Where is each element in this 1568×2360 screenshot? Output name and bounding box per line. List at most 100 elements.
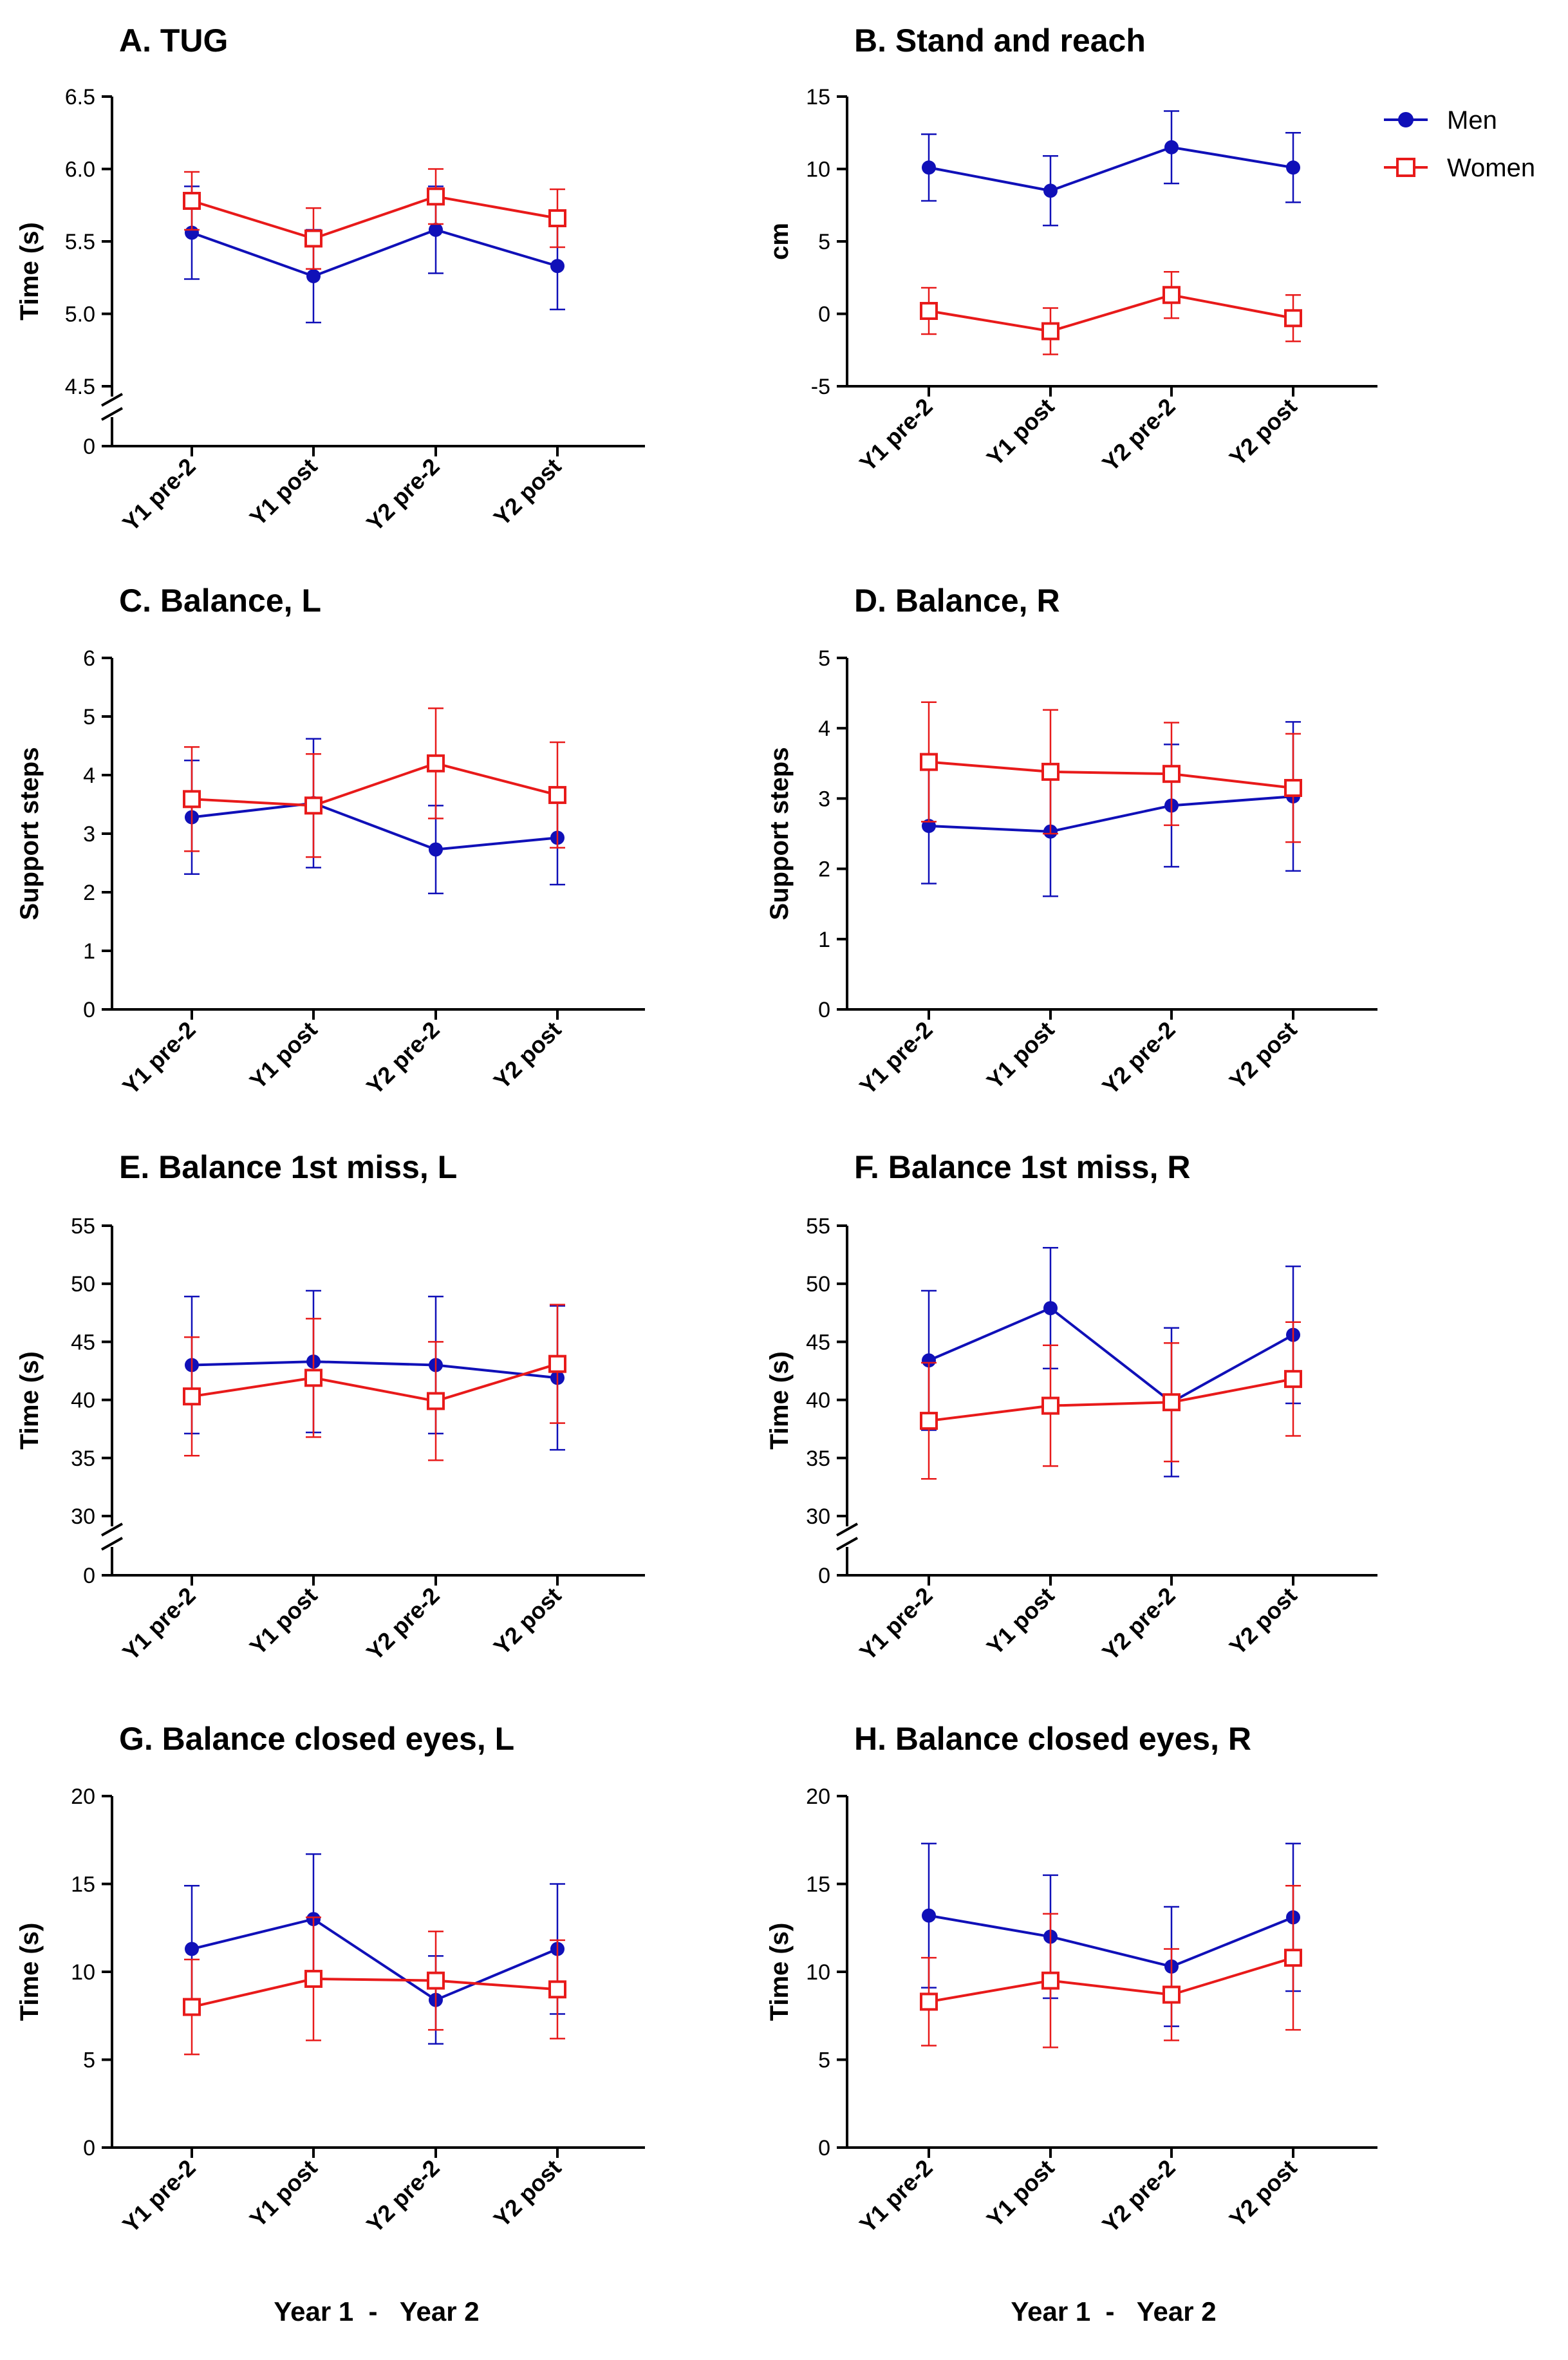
panel-B-category-label: Y1 post	[982, 393, 1059, 471]
panel-E-women-point	[304, 1369, 322, 1387]
panel-G-category-label: Y2 post	[489, 2155, 566, 2233]
panel-C-title: C. Balance, L	[119, 583, 321, 619]
panel-B-women-line	[928, 294, 1294, 333]
panel-C-men-point	[429, 842, 443, 857]
panel-F-y-tick-label: 55	[806, 1214, 830, 1239]
panel-E-women-point	[427, 1392, 445, 1410]
panel-G: G. Balance closed eyes, L 0 5 10 15 20 Y1 pre-…	[15, 1721, 645, 2238]
panel-F-zero-label: 0	[818, 1564, 830, 1588]
panel-E-title: E. Balance 1st miss, L	[119, 1149, 457, 1185]
panel-C-men-line	[191, 801, 558, 851]
panel-E-zero-label: 0	[83, 1564, 95, 1588]
panel-F-category-label: Y1 pre-2	[854, 1582, 937, 1665]
panel-D-y-tick-label: 2	[818, 857, 830, 882]
panel-A-zero-label: 0	[83, 435, 95, 459]
panel-F-women-point	[1162, 1393, 1181, 1412]
panel-F-category-label: Y2 post	[1224, 1582, 1302, 1660]
panel-C-y-tick-label: 6	[83, 646, 95, 671]
panel-E-y-tick-label: 55	[71, 1214, 95, 1239]
panel-F-series-women	[920, 1321, 1302, 1480]
panel-D-women-point	[1162, 765, 1181, 783]
panel-C-women-point	[427, 754, 445, 773]
panel-H-y-tick-label: 15	[806, 1873, 830, 1897]
panel-A-title: A. TUG	[119, 23, 228, 59]
panel-H-category-label: Y1 post	[982, 2155, 1059, 2233]
panel-F-y-tick-label: 35	[806, 1447, 830, 1471]
panel-G-y-tick-label: 15	[71, 1873, 95, 1897]
panel-C-women-point	[548, 785, 566, 804]
panel-C-women-point	[304, 796, 322, 815]
panel-G-y-tick-label: 0	[83, 2136, 95, 2160]
panel-G-category-label: Y1 post	[245, 2155, 322, 2233]
panel-C-category-label: Y1 pre-2	[117, 1016, 200, 1100]
panel-A-axis-break-mark-2	[101, 407, 123, 421]
panel-H-y-tick-label: 0	[818, 2136, 830, 2160]
panel-H-women-line	[928, 1956, 1294, 2003]
panel-B-title: B. Stand and reach	[854, 23, 1146, 59]
legend-women-marker	[1396, 158, 1415, 177]
panel-C-series-women	[183, 707, 566, 858]
panel-D-women-line	[928, 760, 1294, 790]
panel-D-y-tick-label: 3	[818, 787, 830, 811]
panel-D-category-label: Y1 pre-2	[854, 1016, 937, 1100]
panel-B-women-point	[1162, 286, 1181, 304]
panel-F-y-label: Time (s)	[765, 1351, 794, 1450]
panel-G-y-tick-label: 5	[83, 2048, 95, 2073]
panel-H-y-tick-label: 5	[818, 2048, 830, 2073]
panel-C-y-tick-label: 4	[83, 763, 95, 788]
panel-E-category-label: Y1 post	[245, 1582, 322, 1660]
panel-D-y-tick-label: 0	[818, 998, 830, 1022]
panel-A-women-point	[304, 229, 322, 248]
panel-B-series-women	[920, 271, 1302, 355]
panel-E-axis-break-mark-2	[101, 1537, 123, 1551]
panel-A-category-label: Y2 pre-2	[361, 453, 444, 536]
panel-H-category-label: Y2 pre-2	[1097, 2155, 1180, 2238]
panel-F-men-point	[922, 1353, 936, 1368]
panel-C-y-tick-label: 2	[83, 881, 95, 905]
panel-A-men-point	[306, 269, 321, 283]
panel-G-category-label: Y2 pre-2	[361, 2155, 444, 2238]
legend-women-label: Women	[1447, 154, 1535, 182]
panel-H-series-men	[921, 1842, 1301, 2027]
panel-F-women-point	[1284, 1370, 1302, 1389]
panel-H-category-label: Y2 post	[1224, 2155, 1302, 2233]
panel-F-women-point	[1041, 1396, 1059, 1415]
panel-H-series-women	[920, 1884, 1302, 2048]
panel-A-y-tick-label: 5.5	[65, 230, 95, 254]
panel-E: E. Balance 1st miss, L 0 30 35 40 45 50 55 Y1 pr…	[15, 1149, 645, 1665]
panel-B-category-label: Y1 pre-2	[854, 393, 937, 476]
panel-G-women-point	[548, 1980, 566, 1999]
panel-A-y-label: Time (s)	[15, 222, 44, 321]
panel-B-women-point	[1041, 322, 1059, 341]
panel-G-women-line	[191, 1977, 558, 2009]
panel-F-y-tick-label: 40	[806, 1389, 830, 1413]
panel-H-women-point	[1162, 1985, 1181, 2004]
panel-D-y-label: Support steps	[765, 747, 794, 921]
panel-F: F. Balance 1st miss, R 0 30 35 40 45 50 55 Y1 pr…	[765, 1149, 1377, 1665]
panel-A-axis-break-mark-1	[101, 393, 123, 407]
legend: Men Women	[1384, 106, 1535, 182]
panel-E-series-women	[183, 1304, 566, 1461]
panel-B-series-men	[921, 110, 1301, 227]
panel-B-women-point	[920, 302, 938, 320]
panel-E-y-tick-label: 40	[71, 1389, 95, 1413]
panel-B-men-point	[1043, 183, 1058, 198]
panel-H-women-point	[1041, 1971, 1059, 1990]
panel-H: H. Balance closed eyes, R 0 5 10 15 20 Y1 pre-…	[765, 1721, 1377, 2238]
panel-G-men-line	[191, 1917, 558, 2001]
panel-B-women-point	[1284, 309, 1302, 328]
panel-A-category-label: Y1 pre-2	[117, 453, 200, 536]
panel-G-women-point	[183, 1998, 201, 2016]
panel-B-y-tick-label: 5	[818, 230, 830, 254]
panel-D-women-point	[920, 753, 938, 771]
panel-B-men-point	[922, 160, 936, 175]
legend-men-marker	[1398, 112, 1414, 127]
panel-C-category-label: Y1 post	[245, 1016, 322, 1094]
panel-C-y-label: Support steps	[15, 747, 44, 921]
panel-E-y-tick-label: 30	[71, 1504, 95, 1529]
panel-D-title: D. Balance, R	[854, 583, 1060, 619]
panel-A-women-point	[548, 209, 566, 227]
panel-D-y-tick-label: 5	[818, 646, 830, 671]
panel-E-women-line	[191, 1362, 558, 1403]
panel-A-y-tick-label: 5.0	[65, 303, 95, 327]
